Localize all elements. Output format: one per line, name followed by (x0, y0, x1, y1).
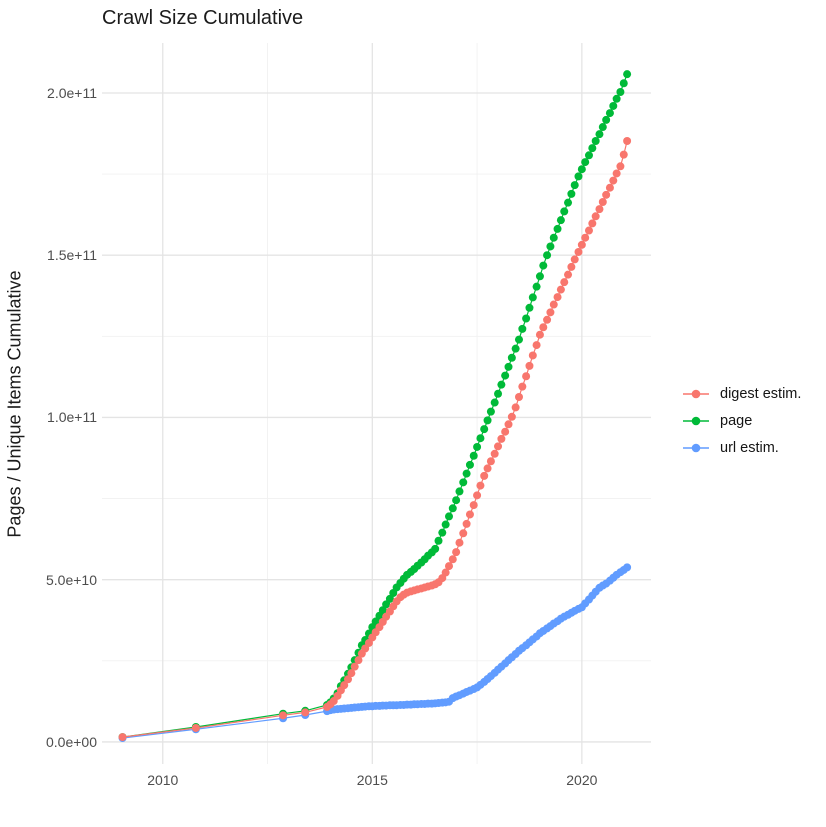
legend-key-page-icon (683, 416, 709, 425)
y-tick-label: 5.0e+10 (46, 571, 97, 588)
y-tick-label: 1.5e+11 (47, 247, 97, 264)
y-tick-label: 0.0e+00 (46, 733, 97, 750)
x-tick-label: 2015 (356, 772, 388, 788)
x-tick-label: 2020 (566, 772, 598, 788)
legend-item-page: page (681, 407, 801, 434)
legend: digest estim. page url estim. (681, 380, 801, 461)
legend-key-digest-estim-icon (683, 389, 709, 398)
y-tick-label: 1.0e+11 (47, 409, 97, 426)
chart-title: Crawl Size Cumulative (102, 7, 304, 29)
y-tick-label: 2.0e+11 (47, 84, 97, 101)
legend-label-url-estim: url estim. (720, 439, 779, 456)
legend-key-url-estim-icon (683, 443, 709, 452)
legend-label-digest-estim: digest estim. (720, 385, 802, 402)
legend-label-page: page (720, 412, 753, 429)
x-tick-label: 2010 (147, 772, 179, 788)
legend-item-digest-estim: digest estim. (681, 380, 801, 407)
legend-item-url-estim: url estim. (681, 434, 801, 461)
y-axis-title: Pages / Unique Items Cumulative (4, 270, 25, 538)
